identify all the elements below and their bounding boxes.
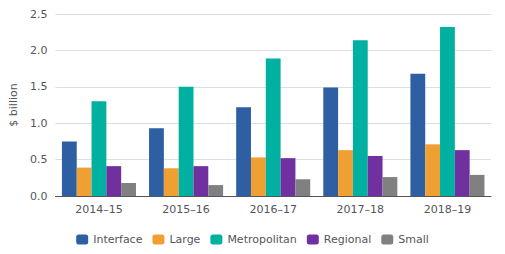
svg-text:2017–18: 2017–18 [337,203,385,216]
svg-text:Large: Large [169,233,200,246]
svg-text:$ billion: $ billion [7,83,20,126]
svg-text:0.5: 0.5 [30,153,48,166]
svg-text:2.0: 2.0 [30,44,48,57]
svg-text:Regional: Regional [324,233,371,246]
svg-text:2.5: 2.5 [30,8,48,21]
svg-text:2018–19: 2018–19 [424,203,472,216]
svg-text:2016–17: 2016–17 [249,203,297,216]
svg-text:2014–15: 2014–15 [75,203,123,216]
svg-text:2015–16: 2015–16 [162,203,210,216]
svg-text:1.5: 1.5 [30,80,48,93]
svg-text:Interface: Interface [93,233,142,246]
svg-text:Metropolitan: Metropolitan [227,233,296,246]
svg-text:Small: Small [398,233,429,246]
svg-text:0.0: 0.0 [30,190,48,203]
svg-text:1.0: 1.0 [30,117,48,130]
